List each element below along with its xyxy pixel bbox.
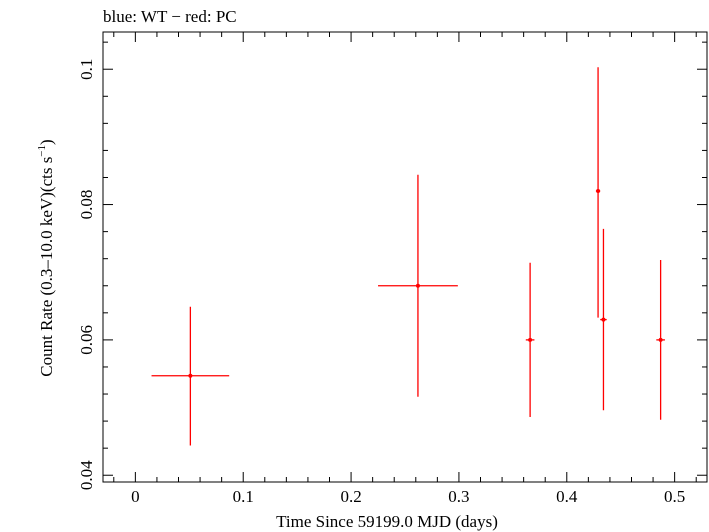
y-tick-label: 0.1 xyxy=(77,59,96,80)
point-marker xyxy=(596,189,601,194)
y-axis-label-main: Count Rate (0.3–10.0 keV)(cts s xyxy=(37,157,56,377)
data-point xyxy=(656,260,665,420)
y-axis-label-superscript: −1 xyxy=(36,145,48,157)
x-tick-label: 0.5 xyxy=(664,487,685,506)
data-point xyxy=(595,67,601,318)
y-axis-label: Count Rate (0.3–10.0 keV)(cts s−1) xyxy=(36,139,56,376)
y-tick-label: 0.04 xyxy=(77,460,96,490)
x-tick-label: 0.1 xyxy=(233,487,254,506)
data-point xyxy=(378,174,458,397)
x-tick-label: 0.4 xyxy=(556,487,578,506)
data-point xyxy=(525,262,535,418)
data-point xyxy=(151,306,230,446)
x-tick-labels: 0 0.1 0.2 0.3 0.4 0.5 xyxy=(131,487,685,506)
axis-ticks xyxy=(103,32,707,482)
data-point xyxy=(600,228,607,411)
y-tick-label: 0.08 xyxy=(77,190,96,220)
point-marker xyxy=(188,373,193,378)
point-marker xyxy=(658,337,663,342)
plot-frame xyxy=(102,31,708,483)
point-marker xyxy=(528,337,533,342)
x-tick-label: 0.2 xyxy=(340,487,361,506)
point-marker xyxy=(415,283,420,288)
chart-title: blue: WT − red: PC xyxy=(103,7,237,26)
y-tick-label: 0.06 xyxy=(77,325,96,355)
point-marker xyxy=(601,317,606,322)
x-axis-label: Time Since 59199.0 MJD (days) xyxy=(276,512,498,531)
y-axis-label-close: ) xyxy=(37,139,56,145)
x-tick-label: 0.3 xyxy=(448,487,469,506)
data-points xyxy=(151,67,665,446)
x-tick-label: 0 xyxy=(131,487,140,506)
y-tick-labels: 0.04 0.06 0.08 0.1 xyxy=(77,59,96,491)
